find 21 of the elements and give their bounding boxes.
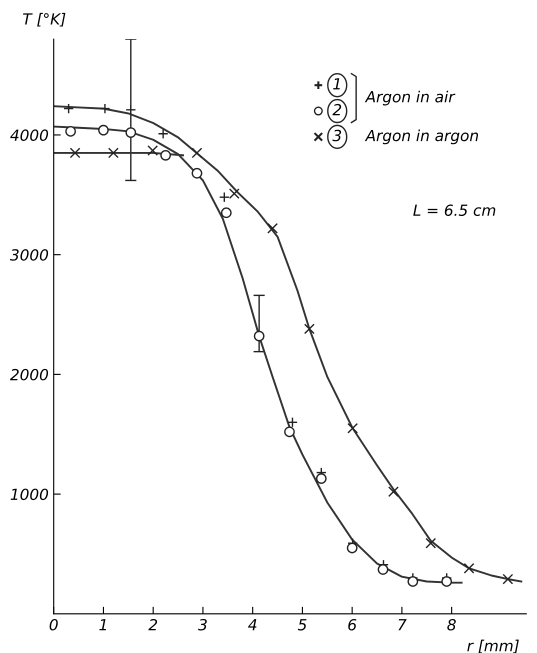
annotation: Argon in argon [364,129,478,144]
y-tick-label: 1000 [10,488,48,500]
x-tick-label: 2 [148,618,158,630]
y-tick-label: 4000 [10,129,48,141]
legend-label: 2 [332,104,342,116]
x-tick-label: 7 [398,619,407,630]
legend-label: 3 [332,130,342,142]
x-tick-label: 6 [348,618,356,631]
x-tick-label: 4 [248,619,256,630]
x-tick-label: 3 [198,618,207,631]
y-tick-label: 3000 [10,249,48,261]
y-axis-title: T [°K] [23,12,66,27]
x-tick-label: 0 [50,618,58,631]
x-tick-label: 1 [99,619,106,630]
annotation: Argon in air [364,90,456,106]
legend-label: 1 [333,78,340,90]
x-axis-title: r [mm] [467,640,519,653]
annotation: L = 6.5 cm [413,204,496,216]
x-tick-label: 8 [447,618,456,631]
y-tick-label: 2000 [10,368,48,380]
x-tick-label: 5 [298,619,306,631]
